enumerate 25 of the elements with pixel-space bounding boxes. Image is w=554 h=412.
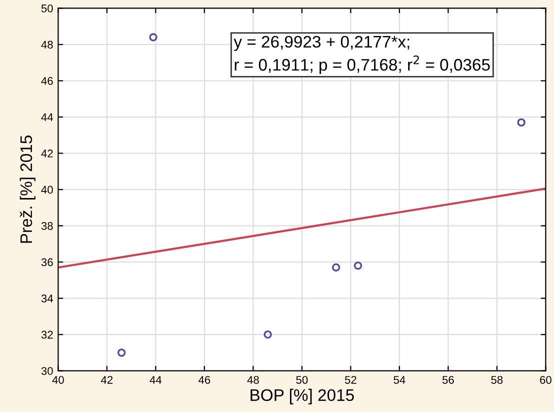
y-tick-label: 44: [41, 113, 53, 122]
y-tick-label: 36: [41, 258, 53, 266]
y-tick-label: 30: [41, 367, 53, 375]
x-tick-label: 48: [247, 376, 259, 384]
x-tick-label: 42: [101, 376, 113, 384]
x-tick-label: 60: [540, 376, 552, 384]
x-tick-label: 52: [344, 376, 356, 384]
x-tick-label: 50: [296, 376, 308, 384]
x-tick-label: 58: [491, 376, 503, 384]
y-tick-label: 50: [41, 4, 53, 12]
y-tick-label: 38: [41, 222, 53, 230]
x-tick-label: 46: [198, 376, 210, 384]
y-tick-label: 46: [41, 77, 53, 85]
x-tick-label: 54: [394, 376, 406, 384]
x-tick-label: 40: [52, 376, 64, 384]
x-tick-label: 44: [150, 376, 162, 384]
x-axis-title: BOP [%] 2015: [250, 388, 354, 404]
y-tick-label: 40: [41, 186, 53, 194]
y-tick-label: 42: [41, 150, 53, 158]
y-axis-title: Prež. [%] 2015: [20, 136, 36, 243]
x-tick-label: 56: [442, 376, 454, 384]
y-tick-label: 48: [41, 40, 53, 49]
y-tick-label: 32: [41, 330, 53, 339]
annotation: y = 26,9923 + 0,2177*x; r = 0,1911; p = 0,7168; r$^{2}$ = 0,0365: [234, 36, 490, 74]
y-tick-label: 34: [41, 294, 53, 302]
